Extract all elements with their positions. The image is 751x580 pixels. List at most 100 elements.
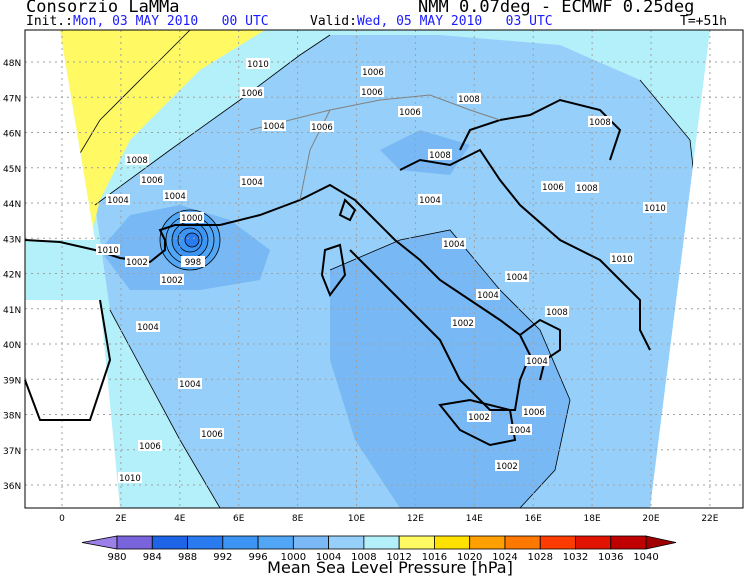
colorbar-tick-label: 1000 — [281, 552, 306, 563]
contour-label-bg — [575, 182, 599, 193]
lon-label: 14E — [466, 514, 483, 524]
lat-label: 39N — [3, 376, 21, 386]
colorbar-tick-label: 1020 — [457, 552, 482, 563]
contour-label: 1004 — [509, 426, 531, 436]
colorbar-swatch — [222, 535, 259, 550]
colorbar-swatch — [504, 535, 541, 550]
contour-label: 1006 — [523, 408, 545, 418]
coastlines — [24, 98, 651, 447]
contour-label-bg — [643, 202, 667, 213]
lon-label: 16E — [525, 514, 542, 524]
contour-label-bg — [246, 58, 270, 69]
colorbar-tick-label: 1036 — [598, 552, 623, 563]
contour-label-bg — [418, 194, 442, 205]
contour-label: 1006 — [241, 89, 263, 99]
colorbar-swatch — [363, 535, 400, 550]
colorbar-swatch — [610, 535, 647, 550]
colorbar-tick-label: 1012 — [386, 552, 411, 563]
contour-label-bg — [106, 194, 130, 205]
lat-label: 48N — [3, 59, 21, 69]
colorbar-swatch — [292, 535, 330, 550]
lat-label: 42N — [3, 271, 21, 281]
contour-label: 1010 — [611, 255, 633, 265]
contour-label: 1008 — [589, 118, 611, 128]
lat-label: 44N — [3, 200, 21, 210]
contour-label-bg — [522, 406, 546, 417]
contour-label: 1000 — [181, 214, 203, 224]
init-value: Mon, 03 MAY 2010 00 UTC — [72, 14, 269, 29]
lon-label: 20E — [642, 514, 659, 524]
contour-label: 1004 — [164, 192, 186, 202]
colorbar-swatch — [257, 535, 294, 550]
contour-label-bg — [96, 244, 120, 255]
colorbar-tick-label: 1032 — [563, 552, 588, 563]
contour-label-bg — [508, 424, 532, 435]
colorbar-tick-label: 1040 — [633, 552, 658, 563]
colorbar: 980 984 988 992 996 1000 1004 1008 1012 1016 1020 1… — [81, 535, 677, 563]
contour-label: 1010 — [644, 204, 666, 214]
contour-label-bg — [240, 87, 264, 98]
lat-label: 45N — [3, 165, 21, 175]
contour-label: 1004 — [477, 291, 499, 301]
lat-label: 36N — [3, 482, 21, 492]
contour-label: 1004 — [263, 122, 285, 132]
contour-label-bg — [140, 174, 164, 185]
contour-label: 1004 — [506, 273, 528, 283]
colorbar-swatch — [469, 535, 506, 550]
colorbar-arrow-high — [645, 535, 677, 550]
lon-label: 22E — [701, 514, 718, 524]
org-title: Consorzio LaMMa — [26, 0, 180, 17]
contour-label-bg — [361, 66, 385, 77]
model-title: NMM 0.07deg - ECMWF 0.25deg — [418, 0, 695, 17]
contour-label: 1008 — [429, 151, 451, 161]
colorbar-tick-label: 1008 — [351, 552, 376, 563]
lon-label: 2E — [115, 514, 127, 524]
contour-label: 1002 — [468, 413, 490, 423]
contour-label: 1004 — [526, 357, 548, 367]
lat-label: 37N — [3, 447, 21, 457]
contour-label: 1006 — [542, 183, 564, 193]
lon-label: 4E — [174, 514, 186, 524]
contour-label-bg — [118, 472, 142, 483]
contour-label-bg — [138, 440, 162, 451]
contour-label-bg — [541, 181, 565, 192]
contour-label-bg — [451, 317, 475, 328]
contour-label: 1010 — [247, 60, 269, 70]
lon-label: 10E — [348, 514, 365, 524]
contour-label: 1008 — [576, 184, 598, 194]
colorbar-tick-label: 1024 — [492, 552, 517, 563]
colorbar-tick-label: 1016 — [422, 552, 447, 563]
lat-label: 41N — [3, 306, 21, 316]
contour-label-bg — [467, 411, 491, 422]
contour-label-bg — [476, 289, 500, 300]
contour-label-bg — [181, 256, 205, 267]
lat-label: 43N — [3, 235, 21, 245]
colorbar-swatch — [151, 535, 188, 550]
contour-label: 1006 — [361, 88, 383, 98]
lat-label: 46N — [3, 130, 21, 140]
contour-label-bg — [310, 121, 334, 132]
contour-label-bg — [136, 321, 160, 332]
contour-label: 1002 — [496, 462, 518, 472]
colorbar-swatch — [187, 535, 224, 550]
contour-label-bg — [125, 154, 149, 165]
contour-label-bg — [125, 256, 149, 267]
init-label: Init.: — [26, 14, 73, 29]
contour-label: 1004 — [179, 380, 201, 390]
contour-label: 1008 — [126, 156, 148, 166]
contour-label: 1006 — [139, 442, 161, 452]
contour-label-bg — [262, 120, 286, 131]
contour-label-bg — [610, 253, 634, 264]
contour-label-bg — [442, 238, 466, 249]
contour-label-bg — [505, 271, 529, 282]
lat-label: 38N — [3, 412, 21, 422]
contour-label: 1008 — [458, 95, 480, 105]
colorbar-swatch — [434, 535, 471, 550]
contour-label-bg — [428, 149, 452, 160]
colorbar-tick-label: 980 — [107, 552, 126, 563]
colorbar-tick-label: 996 — [249, 552, 268, 563]
lat-label: 47N — [3, 94, 21, 104]
lon-label: 0 — [59, 514, 65, 524]
contour-label-bg — [457, 93, 481, 104]
